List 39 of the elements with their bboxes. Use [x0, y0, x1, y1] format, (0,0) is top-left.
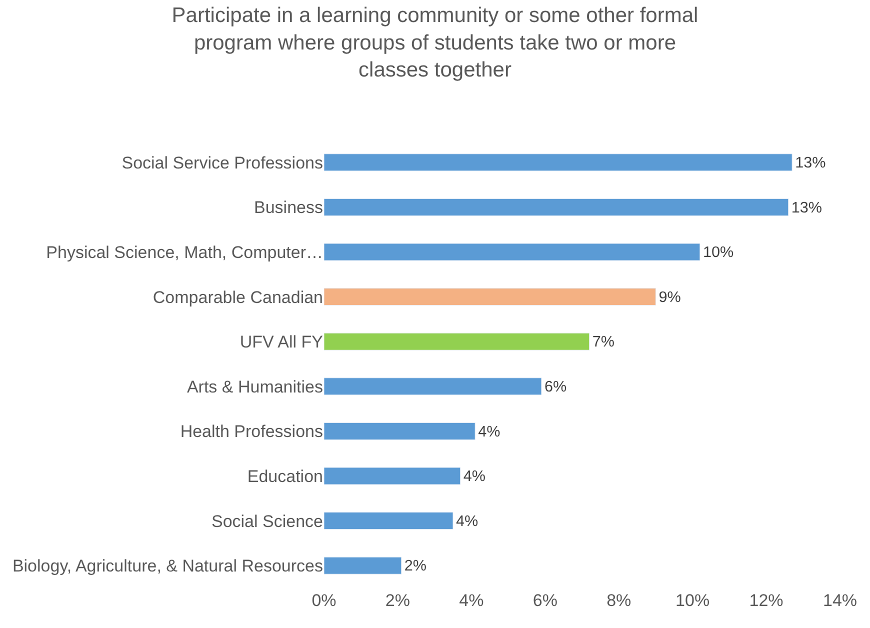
bar	[324, 556, 402, 574]
bar	[324, 154, 792, 172]
data-label: 7%	[592, 334, 615, 351]
x-tick-label: 10%	[676, 591, 710, 610]
y-tick-label: Physical Science, Math, Computer…	[46, 242, 323, 262]
bar	[324, 198, 789, 216]
y-tick-label: Health Professions	[180, 422, 323, 442]
bar	[324, 378, 542, 396]
y-tick-label: Comparable Canadian	[152, 288, 323, 307]
data-label: 4%	[463, 468, 486, 486]
x-tick-label: 0%	[312, 591, 336, 610]
y-tick-label: Social Service Professions	[122, 153, 323, 172]
data-label: 4%	[478, 423, 501, 440]
x-tick-label: 12%	[749, 591, 784, 610]
x-tick-label: 14%	[822, 591, 858, 610]
x-tick-label: 6%	[532, 591, 558, 610]
bar	[324, 512, 454, 530]
data-label: 4%	[456, 512, 479, 530]
bar	[324, 422, 476, 440]
bar	[324, 467, 461, 485]
data-label: 13%	[795, 154, 826, 172]
bar	[324, 332, 590, 350]
data-label: 2%	[404, 558, 427, 575]
x-tick-label: 4%	[459, 591, 484, 610]
chart-title: Participate in a learning community or some other formal program where groups of students take two or more classes together	[172, 4, 698, 82]
bar	[324, 288, 656, 306]
data-label: 10%	[702, 244, 734, 262]
data-label: 9%	[658, 288, 682, 306]
y-tick-label: Education	[247, 466, 323, 486]
data-label: 13%	[791, 199, 822, 216]
y-tick-label: Business	[254, 198, 323, 218]
x-tick-label: 2%	[385, 591, 410, 610]
y-tick-label: Arts & Humanities	[186, 377, 323, 396]
y-tick-label: Biology, Agriculture, & Natural Resources	[12, 556, 323, 576]
bar	[324, 243, 700, 261]
y-tick-label: UFV All FY	[240, 332, 323, 352]
data-label: 6%	[544, 378, 567, 396]
y-tick-label: Social Science	[211, 512, 323, 531]
x-tick-label: 8%	[606, 591, 632, 610]
